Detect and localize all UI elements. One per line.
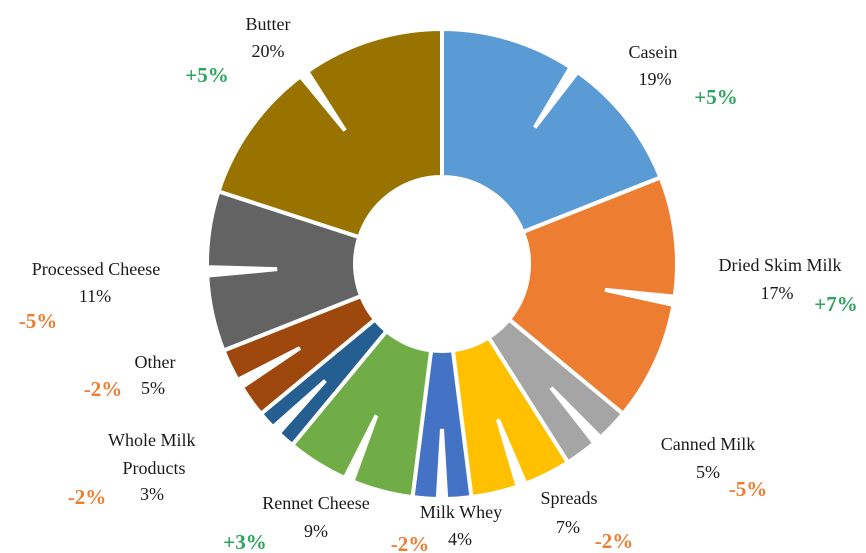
- slice-percent-spreads: 7%: [556, 517, 580, 537]
- slice-percent-other: 5%: [141, 378, 165, 398]
- slice-change-whole-milk-products: -2%: [68, 485, 107, 509]
- slice-label-milk-whey: Milk Whey: [420, 502, 502, 522]
- slice-change-rennet-cheese: +3%: [223, 530, 266, 553]
- slices-layer: [205, 26, 679, 501]
- slice-change-processed-cheese: -5%: [19, 309, 58, 333]
- slice-label-whole-milk-products: Whole Milk Products: [108, 430, 200, 478]
- slice-spreads: [450, 334, 571, 500]
- slice-percent-processed-cheese: 11%: [79, 286, 111, 306]
- slice-label-canned-milk: Canned Milk: [661, 434, 756, 454]
- slice-butter: [215, 26, 444, 240]
- slice-percent-butter: 20%: [252, 41, 285, 61]
- slice-change-canned-milk: -5%: [729, 477, 768, 501]
- slice-whole-milk-products: [258, 316, 390, 448]
- slice-label-dried-skim-milk: Dried Skim Milk: [718, 255, 841, 275]
- slice-change-butter: +5%: [185, 63, 228, 87]
- slice-casein: [440, 26, 664, 235]
- slice-dried-skim-milk: [506, 174, 679, 417]
- slice-percent-rennet-cheese: 9%: [304, 521, 328, 541]
- slice-label-casein: Casein: [629, 42, 678, 62]
- slice-change-casein: +5%: [694, 85, 737, 109]
- slice-change-spreads: -2%: [595, 529, 634, 553]
- slice-percent-casein: 19%: [639, 69, 672, 89]
- slice-change-dried-skim-milk: +7%: [814, 292, 857, 316]
- slice-percent-whole-milk-products: 3%: [140, 484, 164, 504]
- slice-processed-cheese: [205, 188, 364, 354]
- slice-percent-canned-milk: 5%: [696, 462, 720, 482]
- slice-percent-dried-skim-milk: 17%: [761, 283, 794, 303]
- slice-rennet-cheese: [289, 328, 434, 500]
- slice-change-other: -2%: [84, 377, 123, 401]
- slice-label-other: Other: [135, 352, 176, 372]
- slice-label-processed-cheese: Processed Cheese: [32, 259, 160, 279]
- slice-canned-milk: [485, 316, 626, 466]
- slice-label-spreads: Spreads: [541, 488, 598, 508]
- slice-label-butter: Butter: [246, 14, 291, 34]
- slice-other: [220, 293, 378, 417]
- slice-change-milk-whey: -2%: [391, 532, 430, 553]
- slice-percent-milk-whey: 4%: [448, 529, 472, 549]
- slice-label-rennet-cheese: Rennet Cheese: [262, 493, 369, 513]
